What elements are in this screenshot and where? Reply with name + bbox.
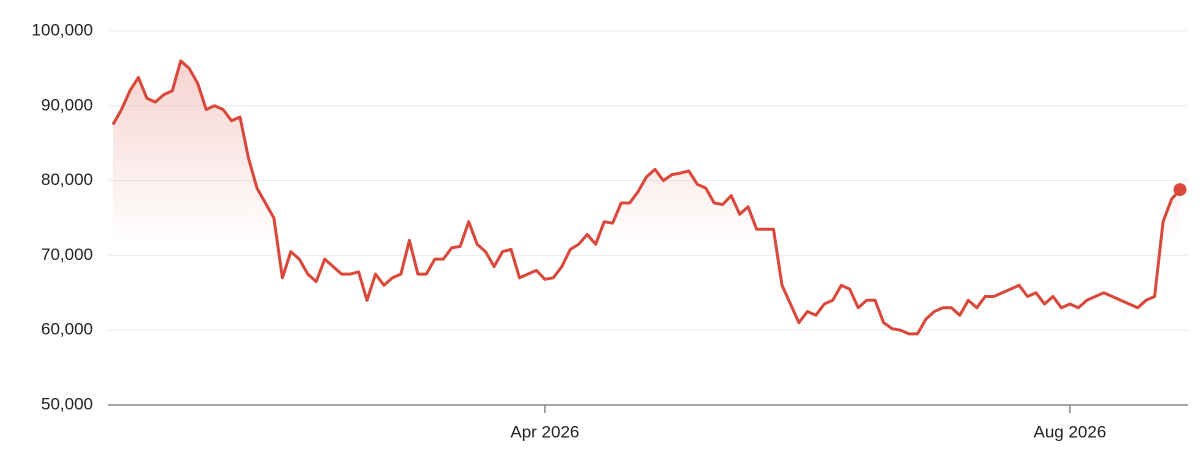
y-tick-label: 50,000 — [41, 394, 93, 413]
area — [113, 60, 1180, 406]
x-tick-label: Aug 2026 — [1034, 422, 1107, 441]
y-tick-label: 60,000 — [41, 320, 93, 339]
y-tick-label: 90,000 — [41, 95, 93, 114]
line — [111, 59, 1182, 336]
y-tick-label: 80,000 — [41, 170, 93, 189]
end-point — [1173, 183, 1187, 197]
x-tick-label: Apr 2026 — [510, 422, 579, 441]
y-tick-label: 70,000 — [41, 245, 93, 264]
y-tick-label: 100,000 — [32, 20, 93, 39]
